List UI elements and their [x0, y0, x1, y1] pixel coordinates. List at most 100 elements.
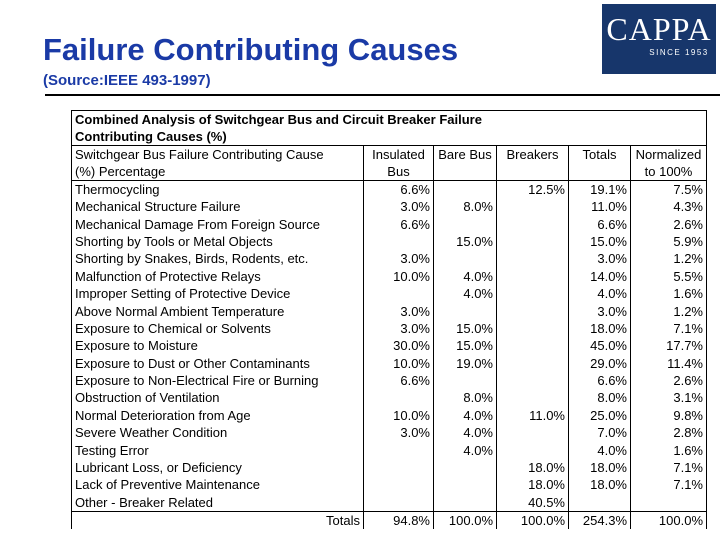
- totals-cell: 15.0%: [568, 232, 631, 251]
- table-row: Exposure to Non-Electrical Fire or Burni…: [71, 371, 707, 390]
- normalized-cell: 5.9%: [630, 232, 707, 251]
- normalized-cell: 7.1%: [630, 458, 707, 477]
- failure-causes-table: Combined Analysis of Switchgear Bus and …: [71, 110, 707, 529]
- breakers-cell: [496, 337, 569, 355]
- normalized-cell: 2.6%: [630, 215, 707, 233]
- table-row: Exposure to Moisture 30.0% 15.0% 45.0% 17.7%: [71, 337, 707, 355]
- bare-bus-cell: 4.0%: [433, 406, 497, 425]
- normalized-cell: 4.3%: [630, 198, 707, 216]
- total-normalized: 100.0%: [630, 510, 707, 529]
- insulated-bus-cell: 3.0%: [363, 250, 434, 268]
- totals-cell: 6.6%: [568, 371, 631, 390]
- cause-cell: Severe Weather Condition: [71, 424, 364, 442]
- page-subtitle: (Source:IEEE 493-1997): [43, 72, 211, 89]
- cause-cell: Shorting by Tools or Metal Objects: [71, 232, 364, 251]
- cause-cell: Lack of Preventive Maintenance: [71, 476, 364, 494]
- insulated-bus-cell: [363, 493, 434, 512]
- total-totals: 254.3%: [568, 510, 631, 529]
- table-row: Obstruction of Ventilation 8.0% 8.0% 3.1%: [71, 389, 707, 407]
- totals-cell: 19.1%: [568, 180, 631, 198]
- totals-cell: 6.6%: [568, 215, 631, 233]
- normalized-cell: 17.7%: [630, 337, 707, 355]
- header-insulated-bus: Bus: [363, 163, 434, 181]
- table-row: Severe Weather Condition 3.0% 4.0% 7.0% 2.8%: [71, 424, 707, 442]
- breakers-cell: 18.0%: [496, 458, 569, 477]
- bare-bus-cell: 8.0%: [433, 389, 497, 407]
- normalized-cell: 2.8%: [630, 424, 707, 442]
- insulated-bus-cell: 10.0%: [363, 354, 434, 372]
- cause-cell: Exposure to Dust or Other Contaminants: [71, 354, 364, 372]
- cause-cell: Exposure to Chemical or Solvents: [71, 319, 364, 338]
- table-row: Exposure to Dust or Other Contaminants 10…: [71, 354, 707, 372]
- bare-bus-cell: [433, 302, 497, 320]
- insulated-bus-cell: [363, 389, 434, 407]
- header-insulated-bus: Insulated: [363, 145, 434, 163]
- table-row: Shorting by Snakes, Birds, Rodents, etc.…: [71, 250, 707, 268]
- cause-cell: Lubricant Loss, or Deficiency: [71, 458, 364, 477]
- breakers-cell: 40.5%: [496, 493, 569, 512]
- totals-cell: 18.0%: [568, 319, 631, 338]
- header-cause: Switchgear Bus Failure Contributing Caus…: [71, 145, 364, 163]
- bare-bus-cell: 4.0%: [433, 424, 497, 442]
- normalized-cell: 11.4%: [630, 354, 707, 372]
- breakers-cell: [496, 371, 569, 390]
- header-totals: Totals: [568, 145, 631, 163]
- insulated-bus-cell: 6.6%: [363, 215, 434, 233]
- bare-bus-cell: [433, 458, 497, 477]
- header-normalized: to 100%: [630, 163, 707, 181]
- breakers-cell: [496, 302, 569, 320]
- bare-bus-cell: [433, 476, 497, 494]
- totals-cell: 4.0%: [568, 284, 631, 303]
- table-row: Exposure to Chemical or Solvents 3.0% 15.0…: [71, 319, 707, 338]
- totals-cell: 25.0%: [568, 406, 631, 425]
- cause-cell: Exposure to Non-Electrical Fire or Burni…: [71, 371, 364, 390]
- totals-cell: 4.0%: [568, 441, 631, 459]
- totals-cell: 45.0%: [568, 337, 631, 355]
- total-breakers: 100.0%: [496, 510, 569, 529]
- totals-cell: 7.0%: [568, 424, 631, 442]
- bare-bus-cell: 15.0%: [433, 232, 497, 251]
- cause-cell: Thermocycling: [71, 180, 364, 198]
- totals-cell: 29.0%: [568, 354, 631, 372]
- normalized-cell: 7.1%: [630, 476, 707, 494]
- totals-cell: 18.0%: [568, 458, 631, 477]
- cause-cell: Shorting by Snakes, Birds, Rodents, etc.: [71, 250, 364, 268]
- insulated-bus-cell: 3.0%: [363, 319, 434, 338]
- header-totals: [568, 163, 631, 181]
- table-row: Lubricant Loss, or Deficiency 18.0% 18.0% 7…: [71, 458, 707, 477]
- bare-bus-cell: 19.0%: [433, 354, 497, 372]
- normalized-cell: 1.6%: [630, 441, 707, 459]
- table-header-row: Switchgear Bus Failure Contributing Caus…: [71, 145, 707, 163]
- totals-cell: 3.0%: [568, 250, 631, 268]
- total-insulated-bus: 94.8%: [363, 510, 434, 529]
- table-row: Lack of Preventive Maintenance 18.0% 18.0%…: [71, 476, 707, 494]
- cause-cell: Malfunction of Protective Relays: [71, 267, 364, 285]
- totals-cell: [568, 493, 631, 512]
- totals-cell: 3.0%: [568, 302, 631, 320]
- breakers-cell: [496, 215, 569, 233]
- insulated-bus-cell: [363, 284, 434, 303]
- cause-cell: Above Normal Ambient Temperature: [71, 302, 364, 320]
- cause-cell: Testing Error: [71, 441, 364, 459]
- normalized-cell: 9.8%: [630, 406, 707, 425]
- header-normalized: Normalized: [630, 145, 707, 163]
- bare-bus-cell: [433, 371, 497, 390]
- bare-bus-cell: 15.0%: [433, 337, 497, 355]
- breakers-cell: [496, 389, 569, 407]
- table-caption-row: Combined Analysis of Switchgear Bus and …: [71, 110, 707, 128]
- table-row: Thermocycling 6.6% 12.5% 19.1% 7.5%: [71, 180, 707, 198]
- bare-bus-cell: [433, 215, 497, 233]
- breakers-cell: [496, 424, 569, 442]
- normalized-cell: 1.2%: [630, 250, 707, 268]
- breakers-cell: 11.0%: [496, 406, 569, 425]
- breakers-cell: [496, 441, 569, 459]
- insulated-bus-cell: 3.0%: [363, 198, 434, 216]
- table-row: Other - Breaker Related 40.5%: [71, 493, 707, 512]
- table-row: Testing Error 4.0% 4.0% 1.6%: [71, 441, 707, 459]
- logo-name: CAPPA: [606, 11, 712, 47]
- insulated-bus-cell: 6.6%: [363, 371, 434, 390]
- table-caption-line1: Combined Analysis of Switchgear Bus and …: [71, 110, 707, 128]
- breakers-cell: [496, 354, 569, 372]
- table-caption-line2: Contributing Causes (%): [71, 128, 707, 146]
- breakers-cell: [496, 284, 569, 303]
